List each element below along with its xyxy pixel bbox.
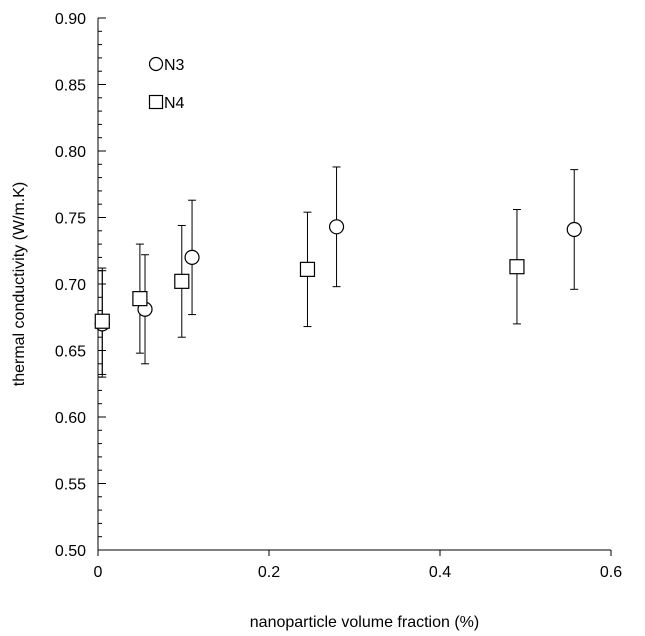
y-tick-label: 0.55 [55, 477, 86, 494]
x-tick-label: 0 [94, 564, 103, 581]
y-tick-label: 0.90 [55, 11, 86, 28]
error-bars [98, 166, 579, 378]
y-tick-label: 0.65 [55, 344, 86, 361]
y-tick-label: 0.70 [55, 277, 86, 294]
y-axis-title: thermal conductivity (W/m.K) [11, 182, 28, 386]
x-tick-label: 0.4 [429, 564, 451, 581]
data-point-square [94, 313, 110, 329]
y-tick-label: 0.60 [55, 410, 86, 427]
legend-label: N3 [164, 57, 185, 74]
x-axis-title: nanoparticle volume fraction (%) [250, 614, 479, 631]
x-tick-label: 0.6 [600, 564, 622, 581]
data-markers [94, 219, 582, 332]
y-tick-label: 0.85 [55, 78, 86, 95]
x-tick-label: 0.2 [258, 564, 280, 581]
data-point-circle [566, 221, 582, 238]
data-point-square [174, 273, 190, 289]
data-point-square [299, 261, 316, 277]
data-point-square [509, 259, 525, 275]
y-tick-label: 0.50 [55, 543, 86, 560]
legend-marker-circle [148, 56, 164, 72]
legend-label: N4 [164, 95, 185, 112]
legend-marker-square [148, 94, 164, 110]
legend: N3 N4 [148, 56, 185, 112]
y-tick-label: 0.80 [55, 144, 86, 161]
y-tick-label: 0.75 [55, 211, 86, 228]
x-ticks: 0 0.2 0.4 0.6 [94, 550, 622, 581]
y-ticks: 0.50 0.55 0.60 0.65 0.70 0.75 0.80 0.85 0.90 [55, 11, 106, 560]
data-point-circle [184, 249, 200, 265]
data-point-circle [328, 219, 345, 235]
data-point-square [132, 291, 148, 307]
